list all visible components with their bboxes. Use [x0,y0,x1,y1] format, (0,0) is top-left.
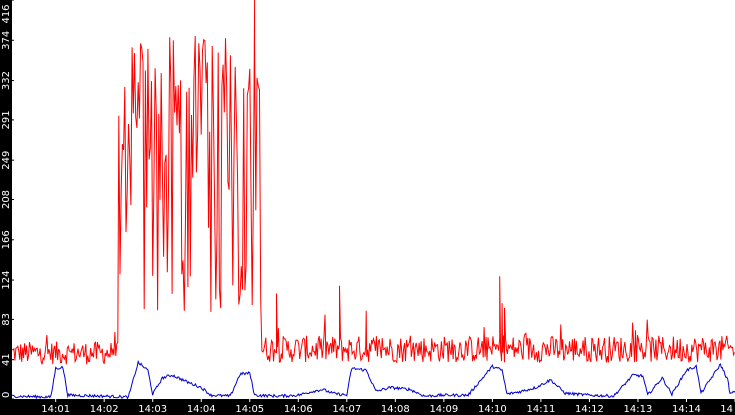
x-tick-label: 14:10 [478,404,507,415]
y-tick-label: 374 [1,31,12,50]
x-tick-label: 14:08 [381,404,410,415]
series-line-blue [12,359,735,400]
x-tick-label: 14:07 [332,404,361,415]
y-tick-label: 0 [1,392,12,398]
x-tick-label: 14:03 [138,404,167,415]
y-tick-label: 83 [1,313,12,326]
series-line-red [11,0,735,365]
y-tick-label: 208 [1,190,12,209]
y-tick-label: 124 [1,271,12,290]
x-tick-label: 14:04 [187,404,216,415]
x-tick-label: 14:11 [526,404,555,415]
x-tick-label: 14 [720,404,733,415]
x-tick-layer: 14:01 14:02 14:03 14:04 14:05 14:06 14:07 14:08… [41,397,735,415]
y-tick-label: 291 [1,110,12,129]
x-tick-label: 14:13 [624,404,653,415]
series-layer [11,0,735,400]
x-tick-label: 14:05 [235,404,264,415]
y-tick-layer: 0 41 83 124 166 208 249 291 332 374 416 [1,0,14,400]
x-tick-label: 14:09 [429,404,458,415]
y-axis-band [0,0,12,415]
y-tick-label: 416 [1,4,12,23]
y-tick-label: 249 [1,151,12,170]
x-tick-label: 14:01 [41,404,70,415]
x-tick-label: 14:06 [284,404,313,415]
x-axis-band [0,399,735,415]
x-tick-label: 14:12 [575,404,604,415]
x-tick-label: 14:02 [90,404,119,415]
x-tick-label: 14:14 [672,404,701,415]
y-tick-label: 332 [1,71,12,90]
y-tick-label: 166 [1,230,12,249]
y-tick-label: 41 [1,353,12,366]
